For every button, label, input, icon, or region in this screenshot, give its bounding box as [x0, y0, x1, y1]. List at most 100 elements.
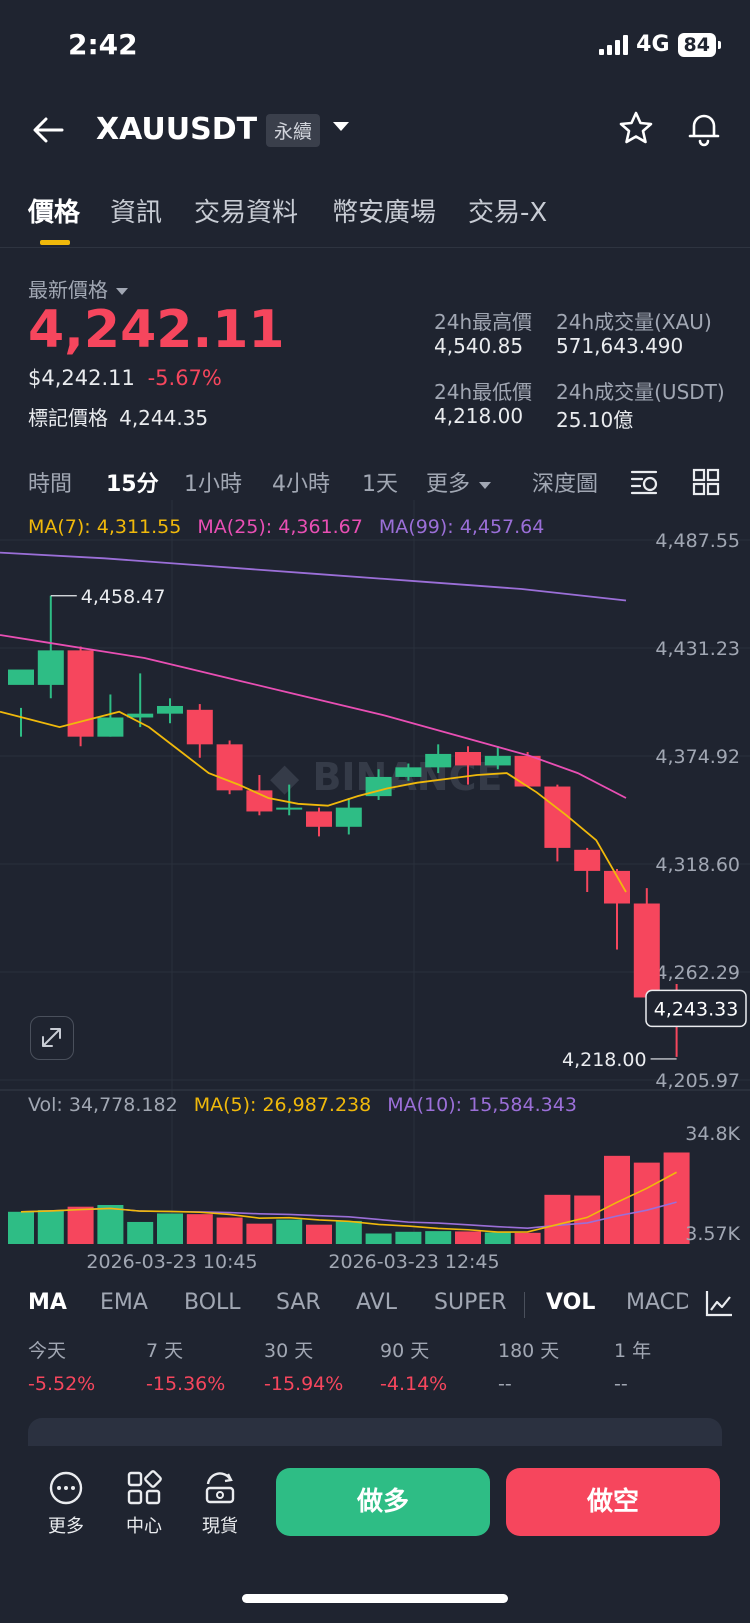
candle-body — [246, 790, 273, 812]
candle-body — [455, 752, 481, 766]
indicator-boll[interactable]: BOLL — [184, 1290, 241, 1315]
perf-7d: 7 天 -15.36% — [146, 1340, 226, 1395]
volume-bar — [455, 1231, 481, 1244]
chart-settings-icon[interactable] — [630, 468, 660, 502]
volume-ma5-line — [20, 1171, 677, 1233]
volume-bar — [127, 1221, 154, 1244]
interval-selector: 時間 15分 1小時 4小時 1天 更多 深度圖 — [0, 462, 750, 506]
volume-bar — [544, 1194, 571, 1244]
symbol-dropdown-icon[interactable] — [330, 116, 352, 141]
price-summary: 最新價格 4,242.11 $4,242.11 -5.67% 標記價格 4,24… — [0, 270, 750, 440]
volume-value: Vol: 34,778.182 — [28, 1094, 178, 1116]
indicator-macd[interactable]: MACD — [626, 1290, 688, 1315]
interval-1d[interactable]: 1天 — [362, 472, 398, 497]
active-tab-indicator — [40, 240, 70, 245]
candle-body — [37, 650, 64, 685]
perf-90d: 90 天 -4.14% — [380, 1340, 448, 1395]
more-button[interactable]: 更多 — [34, 1470, 98, 1538]
last-price-label[interactable]: 最新價格 — [28, 274, 130, 303]
spot-button[interactable]: 現貨 — [188, 1470, 252, 1538]
indicator-super[interactable]: SUPER — [434, 1290, 507, 1315]
network-label: 4G — [636, 32, 670, 57]
volume-bar — [514, 1232, 541, 1244]
volume-bar — [663, 1152, 690, 1244]
indicator-settings-icon[interactable] — [704, 1288, 734, 1324]
volume-bar — [395, 1231, 422, 1244]
high-label: 24h最高價 — [434, 310, 533, 334]
center-grid-icon — [126, 1470, 162, 1506]
indicator-ma[interactable]: MA — [28, 1290, 67, 1315]
candle-body — [97, 717, 124, 737]
interval-time[interactable]: 時間 — [28, 472, 73, 497]
center-button[interactable]: 中心 — [112, 1470, 176, 1538]
ma7-legend: MA(7): 4,311.55 — [28, 516, 182, 538]
volume-ma10: MA(10): 15,584.343 — [387, 1094, 577, 1116]
depth-chart-tab[interactable]: 深度圖 — [532, 472, 599, 497]
perf-180d: 180 天 -- — [498, 1340, 560, 1395]
volume-bar — [306, 1224, 332, 1244]
signal-icon — [599, 34, 629, 55]
interval-15m[interactable]: 15分 — [106, 472, 159, 497]
ma7-line — [0, 710, 627, 893]
favorite-star-icon[interactable] — [616, 108, 656, 148]
volume-bar — [365, 1233, 392, 1244]
spot-swap-icon — [202, 1470, 238, 1506]
price-axis-label: 4,374.92 — [655, 746, 740, 768]
long-button[interactable]: 做多 — [276, 1468, 490, 1536]
volume-bar — [157, 1213, 183, 1244]
candle-body — [157, 705, 183, 714]
candle-body — [8, 669, 34, 685]
interval-4h[interactable]: 4小時 — [272, 472, 330, 497]
candle-body — [633, 903, 660, 998]
indicator-tabs: MA EMA BOLL SAR AVL SUPER VOL MACD — [0, 1282, 750, 1324]
perf-today: 今天 -5.52% — [28, 1340, 96, 1395]
price-axis-label: 4,205.97 — [655, 1070, 740, 1092]
price-axis-label: 4,318.60 — [655, 854, 740, 876]
candle-body — [574, 849, 601, 871]
price-chart[interactable]: ◆ BINANCE4,487.554,431.234,374.924,318.6… — [0, 500, 750, 1280]
volume-bar — [37, 1210, 64, 1244]
indicator-ema[interactable]: EMA — [100, 1290, 148, 1315]
interval-1h[interactable]: 1小時 — [184, 472, 242, 497]
bell-icon[interactable] — [684, 108, 724, 148]
volume-bar — [335, 1220, 362, 1244]
price-axis-label: 4,262.29 — [655, 962, 740, 984]
tab-price[interactable]: 價格 — [28, 198, 81, 228]
volume-bar — [67, 1206, 94, 1244]
indicator-avl[interactable]: AVL — [356, 1290, 397, 1315]
volume-axis-label: 3.57K — [685, 1223, 740, 1245]
time-axis-label: 2026-03-23 10:45 — [86, 1251, 257, 1273]
chevron-down-icon — [479, 482, 492, 489]
interval-more[interactable]: 更多 — [426, 466, 493, 498]
header: XAUUSDT 永續 — [0, 100, 750, 170]
volume-ma5: MA(5): 26,987.238 — [193, 1094, 372, 1116]
perf-30d: 30 天 -15.94% — [264, 1340, 344, 1395]
usd-price-row: $4,242.11 -5.67% — [28, 366, 222, 390]
symbol-title[interactable]: XAUUSDT — [96, 112, 258, 147]
grid-layout-icon[interactable] — [692, 468, 720, 502]
volume-bar — [633, 1162, 660, 1244]
mark-price-label: 標記價格 — [28, 406, 108, 430]
short-button[interactable]: 做空 — [506, 1468, 720, 1536]
back-arrow-icon[interactable] — [28, 110, 68, 150]
tab-info[interactable]: 資訊 — [110, 198, 163, 228]
indicator-sar[interactable]: SAR — [276, 1290, 321, 1315]
volume-bar — [8, 1211, 34, 1244]
indicator-vol[interactable]: VOL — [546, 1290, 596, 1315]
volume-bar — [186, 1214, 213, 1244]
low-marker-label: 4,218.00 — [562, 1049, 647, 1071]
candle-body — [306, 811, 332, 827]
ma25-legend: MA(25): 4,361.67 — [197, 516, 363, 538]
price-axis-label: 4,487.55 — [655, 530, 740, 552]
expand-icon[interactable] — [30, 1016, 74, 1060]
candle-body — [425, 753, 452, 768]
low-label: 24h最低價 — [434, 380, 533, 404]
tab-trade-x[interactable]: 交易-X — [468, 198, 548, 228]
tab-binance-square[interactable]: 幣安廣場 — [332, 198, 437, 228]
high-marker-label: 4,458.47 — [81, 586, 166, 608]
home-indicator[interactable] — [242, 1594, 508, 1603]
ma99-line — [0, 551, 627, 602]
battery-icon: 84 — [677, 32, 722, 57]
candle-body — [127, 713, 154, 718]
tab-trading-data[interactable]: 交易資料 — [194, 198, 299, 228]
